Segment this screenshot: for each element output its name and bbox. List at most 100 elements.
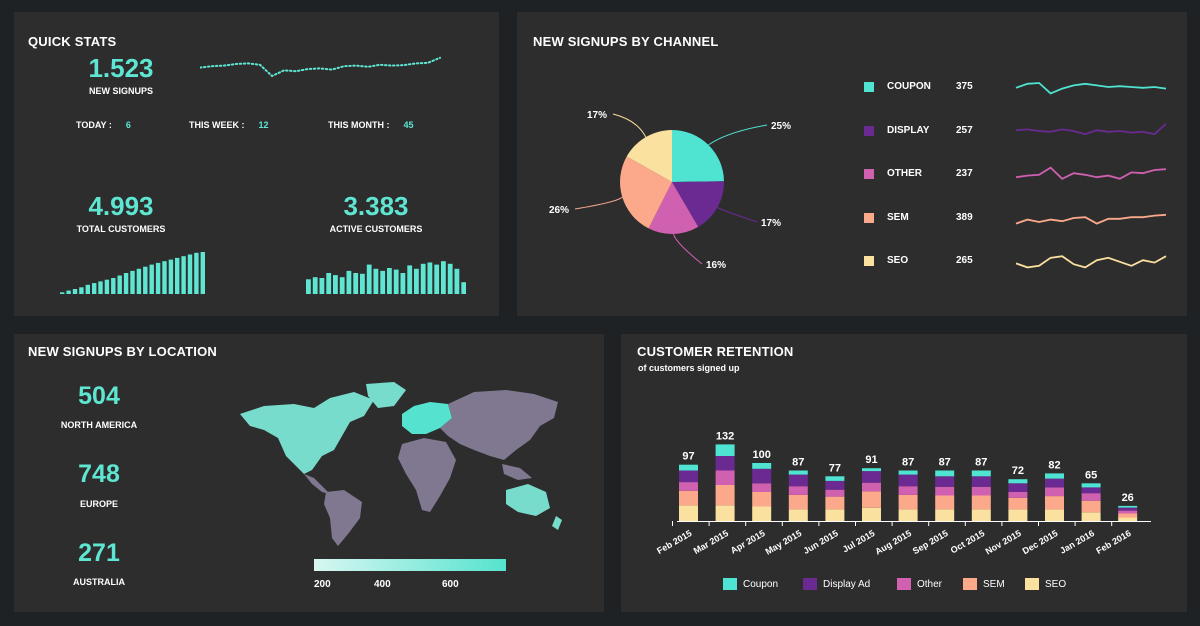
channel-panel: NEW SIGNUPS BY CHANNEL 25% 17% 16% 26% 17% C…: [517, 12, 1187, 316]
x-tick-label: Jul 2015: [841, 528, 877, 554]
mini-bar: [387, 268, 392, 294]
retention-total-label: 97: [682, 451, 694, 463]
retention-bar-segment: [1008, 497, 1028, 510]
mini-bar: [353, 273, 359, 294]
retention-subtitle: of customers signed up: [638, 363, 740, 373]
mini-bar: [111, 278, 116, 294]
retention-legend-label: Display Ad: [823, 578, 871, 590]
retention-bar-segment: [788, 509, 808, 521]
mini-bar: [366, 264, 372, 294]
retention-bar-segment: [898, 474, 918, 487]
channel-row-seo: SEO 265: [864, 252, 1184, 272]
pie-leader-line: [574, 196, 623, 210]
pie-leader-line: [708, 124, 768, 146]
retention-bar-segment: [825, 496, 845, 510]
retention-bar-segment: [752, 463, 772, 469]
europe-value: 748: [78, 460, 120, 488]
channel-row-coupon: COUPON 375: [864, 78, 1184, 98]
retention-bar-chart: 97 Feb 2015 132 Mar 2015 100 Apr 2015 87 May 20…: [655, 430, 1151, 557]
this-month-value: 45: [403, 120, 414, 130]
pie-slice: [626, 130, 672, 182]
map-greenland: [366, 382, 406, 408]
retention-legend-label: SEO: [1045, 578, 1067, 590]
mini-bar: [326, 273, 332, 294]
mini-bar: [447, 263, 453, 294]
retention-bar-segment: [715, 470, 735, 485]
pie-slice: [648, 182, 699, 234]
retention-bar-segment: [898, 494, 918, 510]
mini-bar: [454, 268, 460, 294]
retention-legend-item: Coupon: [723, 578, 778, 590]
map-africa: [398, 438, 456, 512]
north-america-label: NORTH AMERICA: [60, 420, 138, 430]
channel-sparkline: [1015, 166, 1167, 180]
retention-bar-segment: [715, 456, 735, 471]
channel-sparkline-line: [1015, 82, 1167, 95]
mini-bar: [319, 278, 325, 294]
retention-bar-segment: [935, 476, 955, 487]
channel-row-sem: SEM 389: [864, 209, 1184, 229]
mini-bar: [373, 268, 379, 294]
mini-bar: [312, 277, 318, 294]
australia-label: AUSTRALIA: [73, 577, 125, 587]
pie-label: 25%: [771, 121, 791, 132]
retention-bar-segment: [1118, 513, 1138, 518]
retention-title: CUSTOMER RETENTION: [637, 344, 794, 359]
pie-label: 16%: [706, 260, 726, 271]
retention-bar-segment: [752, 492, 772, 507]
retention-bar-segment: [862, 482, 881, 492]
legend-swatch: [864, 125, 874, 136]
mini-bar: [155, 262, 161, 294]
channel-sparkline-line: [1015, 213, 1167, 225]
x-tick-label: Apr 2015: [729, 528, 767, 556]
legend-swatch: [864, 256, 874, 266]
retention-total-label: 87: [902, 457, 914, 469]
x-tick-label: Nov 2015: [984, 528, 1023, 556]
retention-bar-segment: [1081, 487, 1101, 494]
legend-name: SEM: [887, 211, 909, 223]
channel-row-display: DISPLAY 257: [864, 122, 1184, 142]
mini-bar: [149, 264, 154, 294]
channel-row-other: OTHER 237: [864, 165, 1184, 185]
mini-bar: [420, 263, 426, 294]
retention-total-label: 100: [753, 449, 771, 461]
active-customers-bars: [306, 261, 466, 294]
retention-bar-segment: [788, 486, 808, 495]
retention-total-label: 77: [829, 462, 841, 474]
retention-bar-segment: [715, 505, 735, 521]
retention-bar-segment: [971, 470, 991, 477]
retention-bar-segment: [971, 495, 991, 510]
total-customers-label: TOTAL CUSTOMERS: [76, 224, 166, 234]
this-week-stat: THIS WEEK : 12: [189, 120, 269, 130]
europe-label: EUROPE: [79, 499, 118, 509]
retention-bar-segment: [715, 444, 735, 456]
retention-bar-segment: [679, 464, 698, 471]
retention-bar-segment: [679, 490, 698, 506]
mini-bar: [66, 290, 71, 294]
retention-bar-segment: [935, 470, 955, 477]
x-tick-label: Jan 2016: [1058, 528, 1096, 556]
this-month-label: THIS MONTH :: [328, 120, 390, 130]
retention-bar-segment: [679, 470, 698, 483]
retention-bar-segment: [1118, 507, 1138, 511]
pie-label: 26%: [549, 205, 569, 216]
retention-legend-item: SEM: [963, 578, 1005, 590]
retention-total-label: 132: [716, 430, 734, 442]
x-tick-label: May 2015: [764, 528, 804, 557]
mini-bar: [85, 284, 90, 294]
retention-total-label: 87: [975, 457, 987, 469]
retention-bar-segment: [971, 486, 991, 496]
mini-bar: [333, 275, 338, 294]
retention-bar-segment: [825, 476, 845, 481]
legend-name: DISPLAY: [887, 124, 930, 136]
retention-total-label: 91: [865, 454, 877, 466]
x-tick-label: Sep 2015: [911, 528, 950, 556]
x-tick-label: Mar 2015: [692, 528, 730, 556]
retention-bar-segment: [971, 476, 991, 487]
retention-bar-segment: [1081, 512, 1101, 521]
world-map: [240, 382, 562, 546]
map-new-zealand: [552, 516, 562, 530]
retention-legend-item: Other: [897, 578, 942, 590]
retention-bar-segment: [1045, 509, 1064, 521]
retention-bar-segment: [971, 509, 991, 521]
